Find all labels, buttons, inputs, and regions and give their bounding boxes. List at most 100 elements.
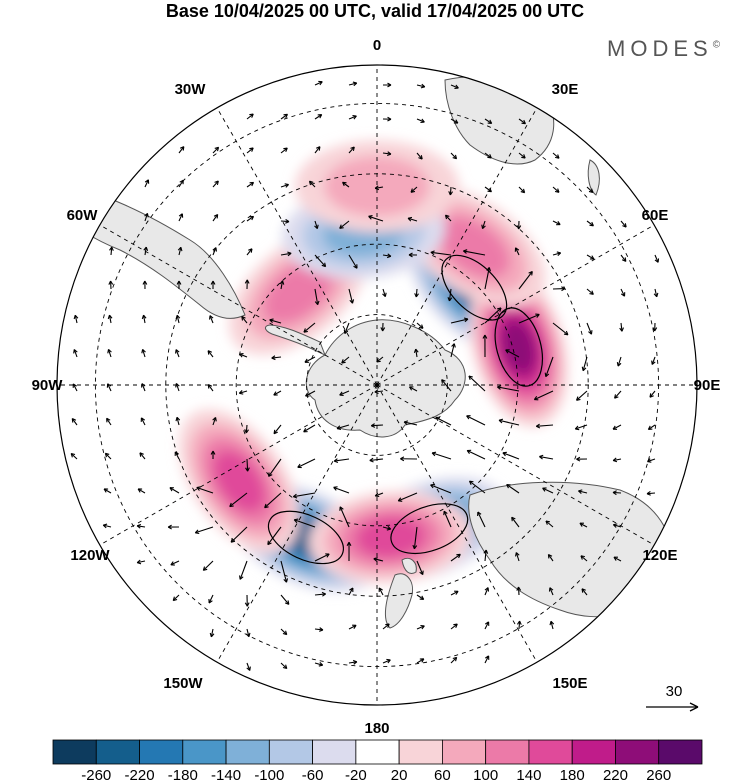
wind-arrow [416, 152, 423, 160]
wind-arrow [582, 356, 588, 371]
wind-arrow-head [202, 566, 208, 571]
wind-arrow [334, 458, 350, 462]
wind-arrow [441, 379, 452, 392]
wind-arrow-head [612, 523, 618, 528]
wind-arrow [416, 594, 424, 600]
wind-arrow [212, 180, 219, 188]
wind-arrow-head [374, 185, 380, 191]
wind-arrow [575, 424, 588, 430]
colorbar-swatch [95, 739, 140, 765]
wind-arrow [552, 220, 561, 226]
wind-arrow-head [498, 418, 504, 424]
wind-arrow [246, 458, 249, 472]
wind-arrow [268, 458, 282, 477]
wind-arrow-head [333, 458, 339, 464]
wind-arrow-head [73, 314, 79, 320]
wind-arrow-head [649, 393, 654, 398]
wind-arrow [178, 247, 182, 256]
wind-arrow [445, 214, 452, 222]
wind-arrow-head [169, 487, 174, 492]
wind-arrow-head [487, 154, 492, 159]
wind-arrow [613, 524, 622, 528]
wind-arrow-head [463, 317, 469, 323]
wind-arrow [342, 181, 350, 188]
wind-arrow [110, 246, 113, 256]
wind-arrow-head [386, 658, 391, 664]
wind-arrow-head [516, 620, 522, 625]
wind-arrow [545, 520, 554, 528]
wind-arrow [374, 390, 384, 393]
wind-arrow-head [420, 83, 426, 89]
wind-arrow-head [178, 213, 184, 218]
wind-arrow-head [352, 115, 357, 120]
wind-arrow [175, 349, 180, 358]
wind-arrow-head [407, 216, 413, 222]
wind-arrow-head [477, 511, 482, 517]
meridian-line [376, 384, 538, 663]
wind-arrow-head [376, 358, 381, 363]
wind-arrow [613, 556, 622, 562]
colorbar-tick-label: 20 [391, 767, 408, 783]
wind-arrow-head [454, 590, 459, 595]
anomaly-contour [390, 503, 469, 555]
new-zealand-north-land [401, 557, 417, 574]
wind-arrow-head [349, 587, 354, 592]
wind-arrow [646, 492, 656, 495]
wind-arrow-head [452, 656, 458, 662]
wind-arrow [576, 390, 588, 401]
wind-arrow-head [400, 456, 405, 462]
wind-arrow-head [487, 119, 493, 124]
wind-arrow-head [282, 664, 288, 670]
wind-arrow-head [283, 147, 288, 152]
wind-arrow-head [463, 249, 468, 254]
wind-arrow [341, 356, 350, 364]
wind-arrow [314, 553, 330, 562]
wind-arrow [178, 146, 185, 154]
wind-arrow [518, 186, 526, 194]
wind-arrow-head [170, 561, 175, 566]
meridian-line [376, 107, 538, 386]
wind-arrow [314, 254, 326, 267]
wind-arrow-head [71, 418, 77, 423]
colorbar-tick-label: -180 [168, 767, 198, 783]
wind-arrow [654, 254, 659, 263]
wind-arrow [484, 621, 490, 630]
wind-arrow-head [542, 487, 547, 492]
colorbar-tick-label: -100 [254, 767, 284, 783]
wind-arrow [280, 628, 288, 635]
wind-arrow-head [273, 391, 278, 396]
wind-arrow [586, 288, 594, 295]
wind-arrow-head [343, 329, 349, 335]
wind-arrow-head [321, 262, 327, 268]
meridian-label: 150W [163, 675, 203, 692]
wind-arrow-head [620, 292, 626, 297]
wind-arrow-head [196, 486, 201, 491]
wind-arrow [448, 288, 452, 302]
wind-arrow-head [102, 523, 108, 529]
meridian-label: 180 [364, 720, 389, 737]
wind-arrow-head [412, 544, 418, 550]
wind-arrow [450, 152, 457, 160]
wind-arrow [239, 353, 248, 358]
wind-arrow [280, 183, 289, 188]
wind-arrow-head [378, 587, 383, 592]
wind-arrow [450, 343, 455, 358]
wind-arrow [212, 417, 217, 426]
colorbar-swatch [312, 739, 357, 765]
wind-arrow [212, 214, 219, 222]
wind-arrow-head [413, 348, 419, 354]
wind-arrow-head [444, 214, 450, 220]
wind-arrow [140, 417, 146, 426]
colorbar-tick-label: 260 [646, 767, 671, 783]
wind-arrow [549, 587, 554, 596]
wind-arrow-head [279, 280, 285, 285]
wind-arrow-head [249, 147, 254, 152]
wind-arrow-head [574, 425, 580, 431]
wind-arrow [176, 315, 180, 324]
wind-arrow [407, 217, 418, 222]
wind-arrow [348, 254, 358, 269]
wind-arrow-head [175, 416, 181, 422]
wind-arrow-head [466, 449, 472, 455]
wind-arrow [348, 288, 354, 304]
reference-vector-label: 30 [666, 683, 683, 700]
